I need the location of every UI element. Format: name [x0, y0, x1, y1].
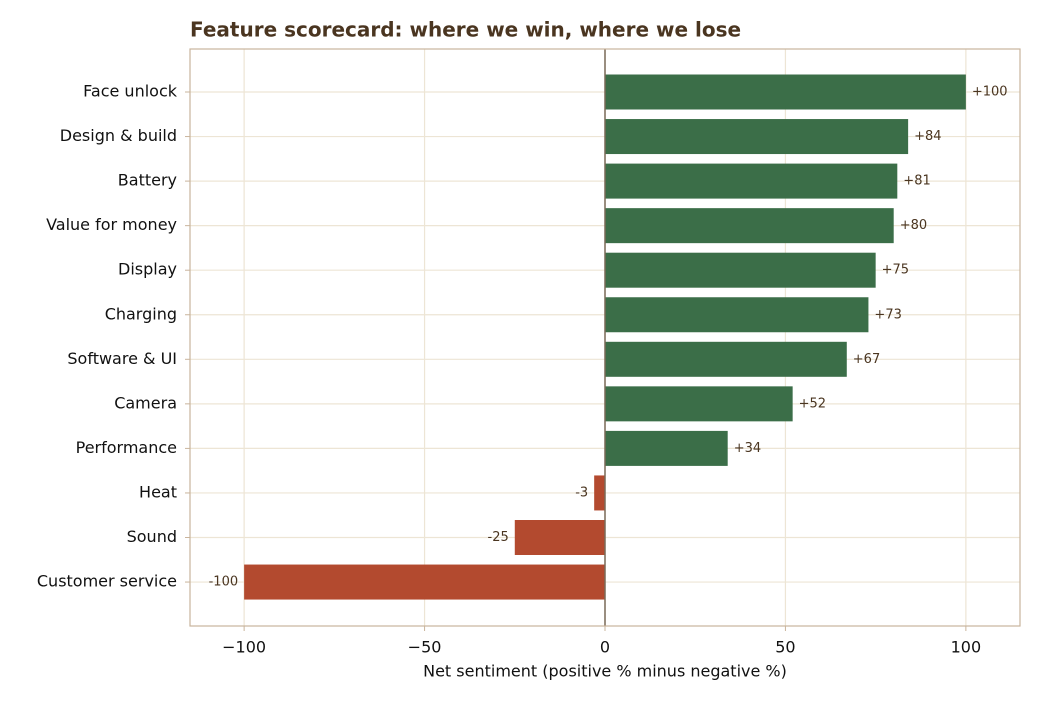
bar: [605, 208, 894, 244]
bar: [605, 74, 966, 110]
value-label: +84: [914, 129, 941, 144]
value-label: +34: [734, 441, 761, 456]
y-tick-label: Performance: [76, 438, 177, 457]
y-tick-label: Sound: [127, 527, 177, 546]
y-tick-label: Battery: [118, 171, 177, 190]
y-tick-label: Value for money: [46, 215, 177, 234]
y-tick-label: Display: [118, 260, 177, 279]
value-label: -25: [488, 530, 509, 545]
value-label: +75: [882, 263, 909, 278]
bar: [605, 297, 869, 333]
x-axis-label: Net sentiment (positive % minus negative…: [423, 662, 787, 681]
x-tick-label: 100: [951, 638, 982, 657]
y-tick-label: Heat: [139, 482, 177, 501]
value-label: -3: [575, 485, 588, 500]
bar: [605, 386, 793, 422]
y-tick-label: Software & UI: [67, 349, 177, 368]
value-label: +52: [799, 396, 826, 411]
bar: [605, 252, 876, 288]
value-label: +81: [903, 174, 930, 189]
value-label: +73: [874, 307, 901, 322]
y-tick-label: Face unlock: [83, 82, 178, 101]
y-tick-label: Customer service: [37, 572, 177, 591]
x-tick-label: −50: [408, 638, 442, 657]
x-tick-label: 50: [775, 638, 795, 657]
value-label: +80: [900, 218, 927, 233]
bar: [514, 520, 605, 555]
chart-title: Feature scorecard: where we win, where w…: [190, 18, 741, 42]
bar: [605, 119, 909, 155]
bar: [605, 341, 847, 377]
y-tick-label: Camera: [114, 393, 177, 412]
plot-frame: [189, 48, 1021, 627]
value-label: +67: [853, 352, 880, 367]
x-tick-label: −100: [222, 638, 266, 657]
y-tick-label: Design & build: [60, 126, 177, 145]
y-tick-label: Charging: [105, 304, 177, 323]
bar: [605, 163, 898, 199]
bar: [244, 564, 605, 600]
bar: [594, 475, 605, 511]
value-label: +100: [972, 85, 1008, 100]
x-tick-label: 0: [600, 638, 610, 657]
bar: [605, 430, 728, 466]
value-label: -100: [209, 575, 239, 590]
